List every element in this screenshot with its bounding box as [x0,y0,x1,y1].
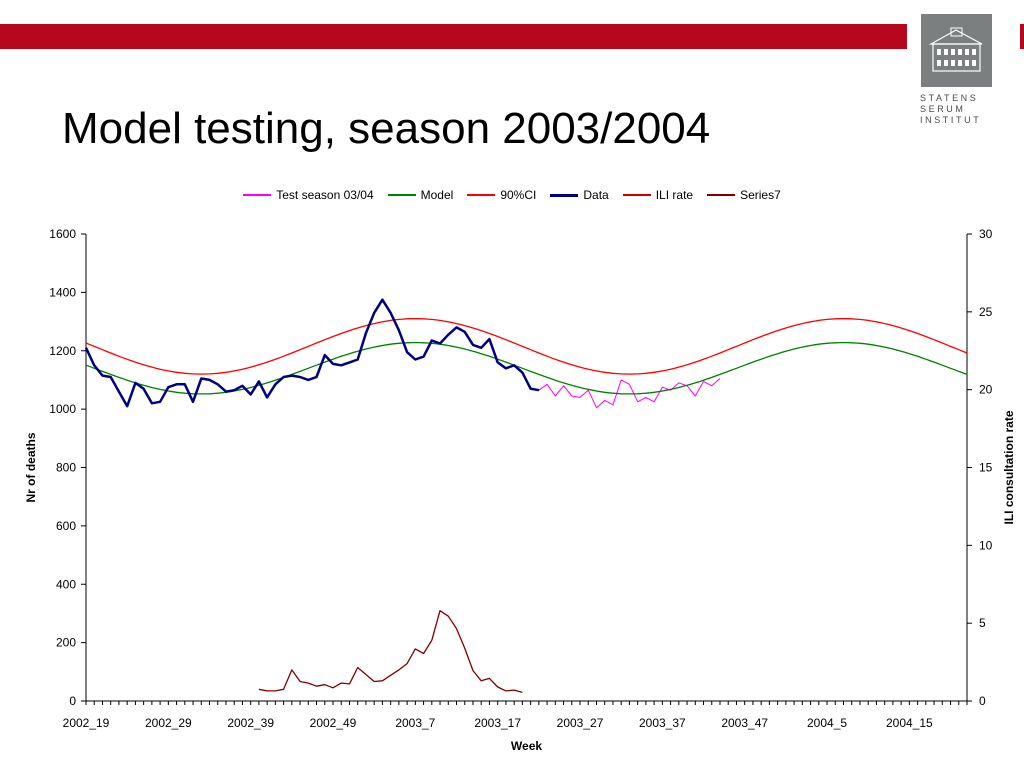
y-left-tick-label: 600 [56,519,76,533]
y-left-tick-label: 800 [56,461,76,475]
legend-label: Data [583,188,609,202]
x-tick-label: 2002_29 [145,716,192,730]
series-line-90-ci [85,317,968,375]
chart-legend: Test season 03/04 Model 90%CI Data ILI rate S… [0,187,1024,203]
legend-swatch [707,194,736,196]
x-tick-label: 2002_39 [227,716,274,730]
x-tick-label: 2003_37 [639,716,686,730]
legend-label: Series7 [740,188,781,202]
y-right-tick-label: 5 [979,616,986,630]
y-right-tick-label: 10 [979,538,993,552]
y-left-tick-label: 1600 [49,227,76,241]
logo-text-line-1: STATENS [920,93,979,103]
y-left-tick-label: 1000 [49,402,76,416]
y-right-tick-label: 0 [979,694,986,708]
y-left-tick-label: 1200 [49,344,76,358]
logo-text-line-2: SERUM [920,104,966,114]
y-left-tick-label: 1400 [49,285,76,299]
x-tick-label: 2003_17 [474,716,521,730]
y-right-tick-label: 20 [979,383,993,397]
legend-label: ILI rate [655,188,694,202]
x-axis-title: Week [511,739,542,753]
y-left-tick-label: 200 [56,636,76,650]
institute-logo: STATENS SERUM INSTITUT [907,3,1020,143]
slide-title: Model testing, season 2003/2004 [62,104,711,153]
legend-item-test-season-03-04: Test season 03/04 [243,187,374,203]
x-tick-label: 2002_19 [63,716,110,730]
y-right-tick-label: 25 [979,305,993,319]
legend-item-data: Data [550,187,609,203]
legend-label: Model [420,188,454,202]
legend-item-series7: Series7 [707,187,781,203]
legend-swatch [550,193,579,197]
x-tick-label: 2003_7 [395,716,435,730]
series-line-series7 [258,610,523,694]
y-right-tick-label: 30 [979,227,993,241]
y-axis-right-title: ILI consultation rate [1002,410,1016,524]
x-tick-label: 2004_5 [807,716,847,730]
x-tick-label: 2003_47 [721,716,768,730]
x-tick-label: 2004_15 [886,716,933,730]
header-accent-bar [0,24,1024,49]
y-right-tick-label: 15 [979,461,993,475]
series-line-data [84,298,540,408]
legend-swatch [467,194,496,196]
legend-item-ili-rate: ILI rate [622,187,694,203]
legend-swatch [243,194,272,196]
x-tick-label: 2002_49 [310,716,357,730]
y-left-tick-label: 400 [56,577,76,591]
legend-label: Test season 03/04 [276,188,374,202]
legend-item-90-ci: 90%CI [467,187,536,203]
legend-swatch [387,194,416,196]
legend-item-model: Model [387,187,454,203]
logo-text-line-3: INSTITUT [920,115,982,125]
y-axis-left-title: Nr of deaths [24,432,38,502]
series-line-test-season-03-04 [538,378,721,409]
y-left-tick-label: 0 [69,694,76,708]
x-tick-label: 2003_27 [557,716,604,730]
building-icon [921,14,992,87]
legend-swatch [622,194,651,196]
legend-label: 90%CI [500,188,537,202]
